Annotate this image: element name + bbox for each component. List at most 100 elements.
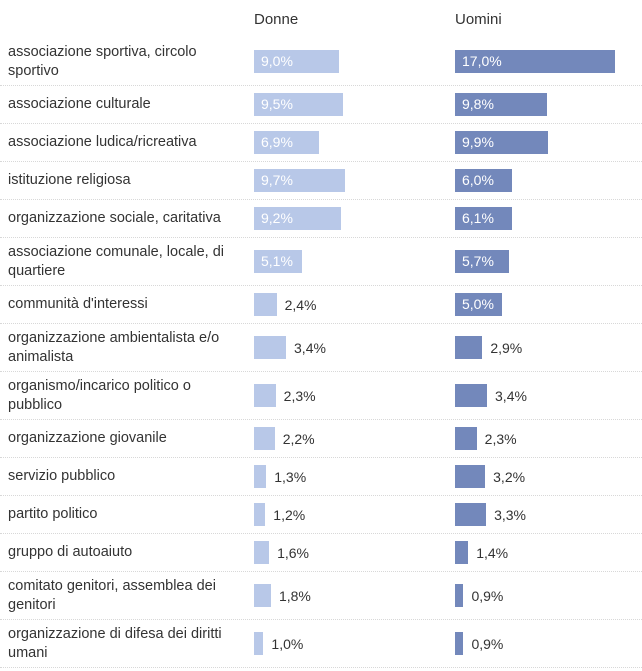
bar-cell: 2,4%: [254, 286, 317, 323]
bar: [254, 584, 271, 607]
bar-cell: 5,7%: [455, 238, 509, 285]
bar: 6,0%: [455, 169, 512, 192]
bar-cell: 2,9%: [455, 324, 522, 371]
bar: 6,1%: [455, 207, 513, 230]
bar-cell: 2,3%: [455, 420, 517, 457]
bar-cell: 1,8%: [254, 572, 311, 619]
bar: 9,0%: [254, 50, 339, 73]
value-label: 3,4%: [294, 339, 326, 356]
bar-cell: 6,9%: [254, 124, 319, 161]
value-label: 5,7%: [462, 253, 494, 269]
value-label: 5,1%: [261, 253, 293, 269]
value-label: 3,2%: [493, 468, 526, 485]
category-label: organizzazione di difesa dei diritti uma…: [8, 625, 222, 661]
value-label: 6,0%: [462, 172, 494, 188]
value-label: 2,2%: [282, 430, 315, 447]
bar-cell: 2,3%: [254, 372, 316, 419]
category-label: istituzione religiosa: [8, 172, 131, 188]
bar: [455, 503, 487, 526]
bar-cell: 9,2%: [254, 200, 341, 237]
value-label: 9,8%: [462, 96, 494, 112]
value-label: 6,9%: [261, 134, 293, 150]
value-label: 17,0%: [462, 53, 502, 69]
value-label: 9,7%: [261, 172, 293, 188]
bar: 6,9%: [254, 131, 319, 154]
bar-cell: 3,3%: [455, 496, 526, 533]
category-label: communità d'interessi: [8, 296, 148, 312]
bar: 9,7%: [254, 169, 346, 192]
bar-cell: 2,2%: [254, 420, 315, 457]
value-label: 0,9%: [471, 635, 504, 652]
row: istituzione religiosa 9,7% 6,0%: [0, 162, 642, 200]
category-label: organizzazione giovanile: [8, 430, 167, 446]
row: associazione comunale, locale, di quarti…: [0, 238, 642, 286]
value-label: 5,0%: [462, 296, 494, 312]
value-label: 9,5%: [261, 96, 293, 112]
category-label: associazione ludica/ricreativa: [8, 134, 197, 150]
value-label: 1,8%: [278, 587, 311, 604]
value-label: 9,0%: [261, 53, 293, 69]
row: associazione sportiva, circolo sportivo 9…: [0, 38, 642, 86]
bar-cell: 1,3%: [254, 458, 306, 495]
category-label: organizzazione sociale, caritativa: [8, 210, 221, 226]
bar: 5,0%: [455, 293, 503, 316]
bar: [254, 293, 277, 316]
category-label: associazione comunale, locale, di quarti…: [8, 243, 225, 279]
bar-cell: 9,0%: [254, 38, 339, 85]
value-label: 3,3%: [494, 506, 526, 523]
bar-cell: 3,4%: [254, 324, 326, 371]
value-label: 9,9%: [462, 134, 494, 150]
bar: [254, 336, 287, 359]
bar: [254, 503, 266, 526]
row: associazione ludica/ricreativa 6,9% 9,9%: [0, 124, 642, 162]
bar-cell: 6,0%: [455, 162, 512, 199]
category-label: servizio pubblico: [8, 468, 116, 484]
row: organizzazione sociale, caritativa 9,2% 6,…: [0, 200, 642, 238]
legend-header: Donne: [254, 11, 299, 28]
row: organizzazione ambientalista e/o animali…: [0, 324, 642, 372]
category-label: comitato genitori, assemblea dei genitor…: [8, 577, 216, 613]
value-label: 2,9%: [490, 339, 523, 356]
value-label: 1,2%: [273, 506, 306, 523]
bar: [455, 427, 477, 450]
bar: [455, 336, 483, 359]
value-label: 1,3%: [274, 468, 307, 485]
bar: 9,9%: [455, 131, 549, 154]
bar-cell: 1,4%: [455, 534, 508, 571]
bar-cell: 9,9%: [455, 124, 549, 161]
row: comitato genitori, assemblea dei genitor…: [0, 572, 642, 620]
bar: [254, 541, 270, 564]
bar-cell: 3,2%: [455, 458, 525, 495]
legend-header: Uomini: [455, 11, 502, 28]
row: servizio pubblico 1,3% 3,2%: [0, 458, 642, 496]
bar-cell: 9,8%: [455, 86, 548, 123]
bar-cell: 9,5%: [254, 86, 344, 123]
value-label: 3,4%: [495, 387, 527, 404]
bar: 5,1%: [254, 250, 303, 273]
bar-cell: 9,7%: [254, 162, 346, 199]
bar-cell: 6,1%: [455, 200, 513, 237]
value-label: 9,2%: [261, 210, 293, 226]
bar-cell: 0,9%: [455, 620, 503, 667]
bar: [455, 465, 486, 488]
category-label: organizzazione ambientalista e/o animali…: [8, 329, 220, 365]
row: organismo/incarico politico o pubblico 2,…: [0, 372, 642, 420]
bar: [254, 465, 267, 488]
category-label: gruppo di autoaiuto: [8, 544, 133, 560]
bar-cell: 1,0%: [254, 620, 303, 667]
value-label: 0,9%: [471, 587, 504, 604]
bar: [455, 384, 488, 407]
bar: 9,5%: [254, 93, 344, 116]
category-label: associazione culturale: [8, 96, 151, 112]
bar: 17,0%: [455, 50, 616, 73]
row: organizzazione di difesa dei diritti uma…: [0, 620, 642, 668]
value-label: 2,3%: [484, 430, 517, 447]
bar: [254, 384, 276, 407]
row: organizzazione giovanile 2,2% 2,3%: [0, 420, 642, 458]
rows: associazione sportiva, circolo sportivo 9…: [0, 38, 642, 668]
bar: [455, 632, 464, 655]
bar-cell: 5,0%: [455, 286, 503, 323]
bar: [254, 427, 275, 450]
row: communità d'interessi 2,4% 5,0%: [0, 286, 642, 324]
